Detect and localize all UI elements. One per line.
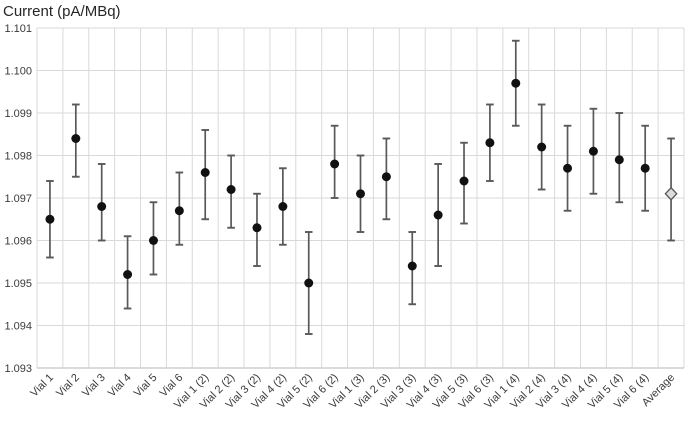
data-point-group bbox=[563, 124, 573, 212]
chart-title: Current (pA/MBq) bbox=[3, 3, 121, 20]
data-point-group bbox=[588, 107, 598, 195]
axis-tick-labels: 1.093 1.094 1.095 1.096 1.097 1.098 1.099 1.100… bbox=[4, 23, 677, 411]
data-point-marker bbox=[485, 138, 495, 148]
y-tick-label: 1.099 bbox=[4, 108, 32, 120]
data-point-group bbox=[45, 180, 55, 259]
data-point-marker bbox=[356, 189, 365, 199]
y-tick-label: 1.101 bbox=[4, 23, 32, 35]
data-point-marker bbox=[459, 176, 469, 186]
data-point-group bbox=[278, 167, 288, 246]
data-point-marker bbox=[381, 172, 391, 182]
data-point-marker bbox=[252, 223, 262, 233]
y-tick-label: 1.094 bbox=[4, 321, 32, 333]
y-tick-label: 1.097 bbox=[4, 193, 32, 205]
data-point-group bbox=[174, 171, 184, 246]
data-point-marker bbox=[563, 163, 573, 173]
data-point-marker bbox=[640, 163, 650, 173]
data-point-marker bbox=[148, 236, 158, 245]
y-tick-label: 1.098 bbox=[4, 151, 32, 163]
data-point-group bbox=[485, 103, 495, 182]
data-point-group bbox=[304, 231, 314, 335]
data-point-group bbox=[433, 163, 443, 267]
data-point-group bbox=[664, 137, 678, 242]
data-point-group bbox=[640, 124, 650, 212]
data-point-group bbox=[226, 154, 236, 229]
data-point-group bbox=[148, 201, 158, 276]
x-tick-label: Vial 2 bbox=[54, 372, 82, 400]
data-point-marker bbox=[537, 142, 547, 152]
y-tick-label: 1.100 bbox=[4, 66, 32, 78]
average-diamond-marker bbox=[664, 186, 678, 201]
y-tick-label: 1.093 bbox=[4, 363, 32, 375]
x-tick-label: Vial 5 bbox=[132, 372, 160, 400]
data-point-group bbox=[356, 154, 365, 233]
data-point-group bbox=[123, 235, 133, 310]
y-tick-label: 1.096 bbox=[4, 236, 32, 248]
data-point-marker bbox=[588, 146, 598, 156]
data-point-marker bbox=[200, 168, 210, 177]
data-point-marker bbox=[614, 155, 624, 165]
data-point-marker bbox=[71, 134, 81, 143]
data-point-marker bbox=[407, 261, 417, 271]
data-point-marker bbox=[433, 210, 443, 220]
data-series bbox=[45, 39, 678, 335]
y-tick-label: 1.095 bbox=[4, 278, 32, 290]
data-point-marker bbox=[97, 202, 107, 211]
x-tick-label: Vial 3 bbox=[80, 372, 108, 400]
data-point-group bbox=[537, 103, 547, 191]
data-point-group bbox=[407, 231, 417, 306]
data-point-marker bbox=[174, 206, 184, 216]
data-point-marker bbox=[226, 185, 236, 194]
data-point-marker bbox=[511, 78, 521, 88]
data-point-group bbox=[252, 192, 262, 267]
x-tick-label: Vial 1 bbox=[28, 372, 56, 400]
x-tick-label: Vial 4 bbox=[106, 372, 134, 400]
data-point-marker bbox=[304, 278, 314, 288]
data-point-group bbox=[511, 39, 521, 127]
data-point-group bbox=[71, 103, 81, 178]
data-point-group bbox=[381, 137, 391, 221]
data-point-marker bbox=[278, 202, 288, 211]
data-point-group bbox=[614, 112, 624, 204]
data-point-marker bbox=[330, 159, 340, 169]
data-point-marker bbox=[45, 214, 55, 224]
data-point-group bbox=[459, 141, 469, 225]
data-point-group bbox=[200, 129, 210, 221]
data-point-marker bbox=[123, 270, 133, 279]
data-point-group bbox=[330, 124, 340, 199]
data-point-group bbox=[97, 163, 107, 242]
